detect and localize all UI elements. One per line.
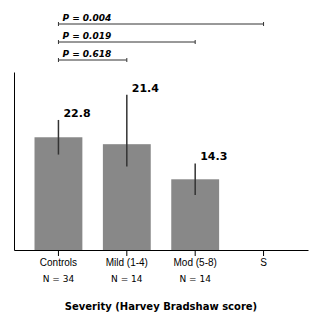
x-tick-label: S	[260, 257, 267, 268]
significance-tick	[195, 40, 196, 44]
chart: Controls Mild (1-4) Mod (5-8) S 22.8 21.4 14.3…	[0, 0, 320, 320]
error-bar	[126, 95, 128, 167]
significance-tick	[263, 22, 264, 26]
plot: Controls Mild (1-4) Mod (5-8) S 22.8 21.4 14.3…	[15, 73, 309, 285]
significance: P = 0.618	[58, 49, 126, 62]
significance-tick	[58, 58, 59, 62]
bars	[35, 95, 220, 250]
error-bar	[194, 163, 196, 195]
x-axis-title: Severity (Harvey Bradshaw score)	[65, 301, 257, 312]
n-label: N = 14	[111, 274, 143, 284]
x-tick-label: Controls	[40, 257, 77, 268]
value-label: 14.3	[200, 150, 227, 163]
significance-label: P = 0.019	[62, 31, 111, 41]
x-tick-label: Mod (5-8)	[174, 257, 217, 268]
significance-line	[58, 24, 263, 25]
significance-tick	[58, 22, 59, 26]
error-bar	[58, 120, 60, 155]
x-tick-mark	[126, 250, 127, 256]
x-tick-mark	[195, 250, 196, 256]
x-tick-mark	[263, 250, 264, 256]
n-label: N = 34	[43, 274, 75, 284]
significance: P = 0.019	[58, 31, 195, 44]
x-tick: Controls	[40, 250, 77, 268]
significance: P = 0.004	[58, 13, 263, 26]
x-axis: Controls Mild (1-4) Mod (5-8) S	[15, 250, 309, 268]
value-label: 21.4	[132, 82, 159, 95]
n-label: N = 14	[179, 274, 211, 284]
significance-tick	[126, 58, 127, 62]
significance-label: P = 0.618	[62, 49, 111, 59]
x-tick-label: Mild (1-4)	[106, 257, 148, 268]
x-tick-mark	[58, 250, 59, 256]
y-axis-line	[14, 73, 15, 251]
significance-line	[58, 60, 126, 61]
y-axis	[14, 73, 15, 251]
significance-line	[58, 42, 195, 43]
value-label: 22.8	[63, 107, 90, 120]
x-tick: S	[260, 250, 267, 268]
x-tick: Mild (1-4)	[106, 250, 148, 268]
x-tick: Mod (5-8)	[174, 250, 217, 268]
significance-label: P = 0.004	[62, 13, 111, 23]
significance-tick	[58, 40, 59, 44]
